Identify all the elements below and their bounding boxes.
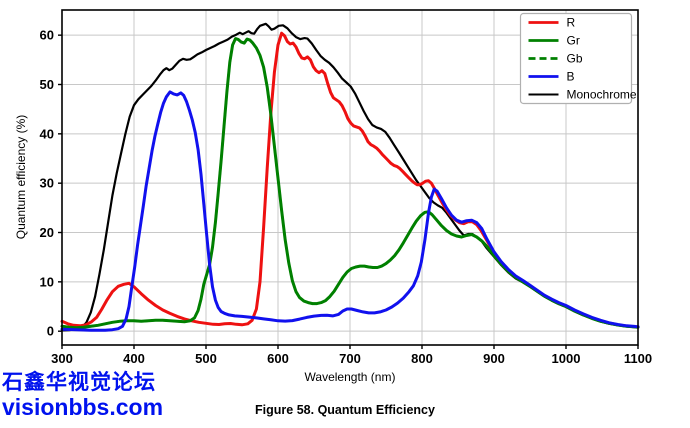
watermark-chinese-text: 石鑫华视觉论坛 [2, 371, 156, 394]
x-axis-title: Wavelength (nm) [305, 370, 396, 384]
series-layer [60, 22, 640, 332]
y-tick-label-50: 50 [40, 77, 54, 92]
tick-layer: 300 400 500 600 700 800 900 1000 1100 0 10 20 30 40 50… [40, 28, 653, 366]
x-tick-label-400: 400 [123, 351, 145, 366]
legend-label-b: B [567, 70, 575, 84]
legend-label-gr: Gr [567, 34, 580, 48]
x-tick-label-1100: 1100 [624, 351, 652, 366]
x-tick-label-900: 900 [483, 351, 505, 366]
y-tick-label-20: 20 [40, 225, 54, 240]
y-tick-label-60: 60 [40, 28, 54, 43]
watermark-url: visionbbs.com [2, 394, 164, 420]
legend-label-r: R [567, 16, 576, 30]
y-tick-label-10: 10 [40, 274, 54, 289]
series-gb-line [60, 37, 640, 329]
watermark: 石鑫华视觉论坛 visionbbs.com [2, 372, 163, 419]
legend: R Gr Gb B Monochrome [519, 12, 637, 105]
legend-box [519, 12, 633, 105]
figure-caption: Figure 58. Quantum Efficiency [255, 403, 435, 417]
legend-label-monochrome: Monochrome [567, 88, 637, 102]
y-tick-label-40: 40 [40, 126, 54, 141]
x-tick-label-300: 300 [51, 351, 73, 366]
x-tick-label-600: 600 [267, 351, 289, 366]
y-tick-label-0: 0 [47, 324, 54, 339]
x-tick-label-700: 700 [339, 351, 361, 366]
x-tick-label-800: 800 [411, 351, 433, 366]
y-tick-label-30: 30 [40, 176, 54, 191]
legend-label-gb: Gb [567, 52, 583, 66]
series-b-line [60, 90, 640, 332]
grid-layer [61, 10, 639, 345]
x-tick-label-1000: 1000 [552, 351, 581, 366]
y-axis-title: Quantum efficiency (%) [14, 115, 28, 240]
x-tick-label-500: 500 [195, 351, 217, 366]
